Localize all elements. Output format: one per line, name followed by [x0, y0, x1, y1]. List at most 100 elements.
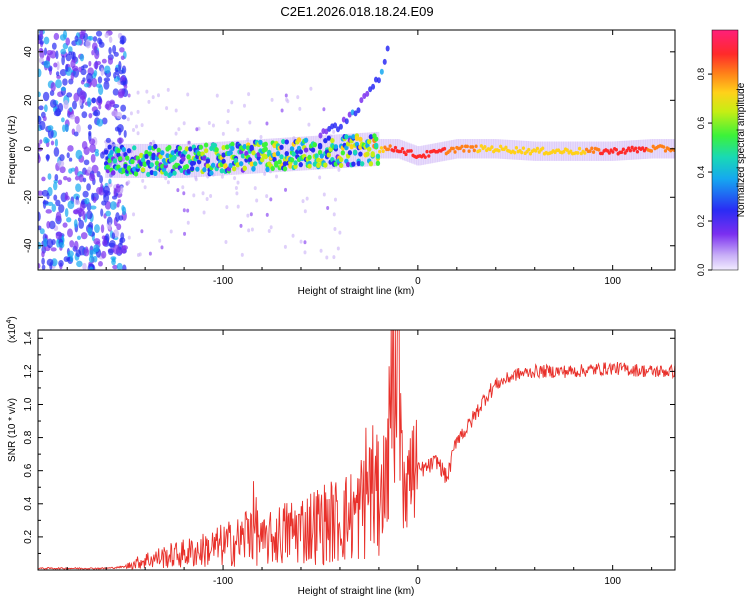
spectrogram-noise-cell	[91, 49, 95, 56]
spectrogram-noise-cell	[236, 180, 240, 185]
spectrogram-noise-cell	[269, 197, 273, 202]
spectrogram-track-cell	[242, 143, 247, 150]
spectrogram-noise-cell	[221, 131, 225, 136]
spectrogram-noise-cell	[121, 245, 127, 254]
spectrogram-track-cell	[107, 144, 112, 150]
spectrogram-noise-cell	[58, 260, 64, 267]
spectrogram-track-cell	[504, 145, 508, 150]
spectrogram-noise-cell	[296, 95, 300, 100]
spectrogram-halo-cell	[313, 135, 317, 170]
spectrogram-noise-cell	[115, 212, 120, 222]
spectrogram-noise-cell	[82, 190, 89, 198]
spectrogram-halo-cell	[659, 139, 663, 159]
spectrogram-noise-cell	[62, 222, 68, 228]
spectrogram-noise-cell	[76, 235, 82, 241]
spectrogram-noise-cell	[96, 118, 104, 127]
spectrogram-track-cell	[265, 166, 270, 173]
spectrogram-halo-cell	[331, 134, 335, 169]
spectrogram-track-cell	[663, 149, 668, 153]
spectrogram-noise-cell	[83, 146, 90, 156]
spectrogram-track-cell	[230, 145, 235, 152]
spectrogram-noise-cell	[53, 62, 58, 68]
spectrogram-noise-cell	[98, 104, 102, 110]
spectrogram-track-cell	[316, 157, 321, 163]
spectrogram-track-cell	[467, 149, 471, 153]
spectrogram-noise-cell	[120, 104, 127, 112]
spectrogram-noise-cell	[111, 110, 118, 117]
spectrogram-noise-cell	[78, 174, 84, 183]
spectrogram-noise-cell	[87, 97, 92, 108]
spectrogram-halo-cell	[635, 140, 639, 160]
spectrogram-noise-cell	[89, 138, 96, 145]
spectrogram-track-cell	[140, 167, 146, 173]
spectrogram-track-cell	[330, 137, 335, 144]
spectrogram-track-cell	[588, 149, 592, 153]
spectrogram-track-cell	[630, 145, 634, 150]
spectrogram-noise-cell	[111, 195, 118, 200]
spectrogram-halo-cell	[210, 142, 214, 177]
spectrogram-track-cell	[196, 159, 202, 165]
spectrogram-noise-cell	[111, 232, 116, 240]
spectrogram-noise-cell	[109, 101, 116, 108]
spectrogram-track-cell	[352, 149, 358, 155]
spectrogram-noise-cell	[240, 252, 244, 257]
spectrogram-track-cell	[307, 163, 312, 169]
spectrogram-track-cell	[521, 146, 526, 150]
spectrogram-branch-cell	[338, 123, 343, 130]
spectrogram-halo-cell	[355, 133, 359, 168]
spectrogram-track-cell	[296, 137, 302, 143]
spectrogram-noise-cell	[51, 42, 57, 50]
spectrogram-noise-cell	[53, 194, 58, 201]
snr-y-axis-label: SNR (10 * v/v)	[7, 398, 18, 462]
spectrogram-halo-cell	[474, 139, 478, 159]
spectrogram-branch-cell	[368, 86, 373, 93]
spectrogram-noise-cell	[215, 93, 219, 98]
spectrogram-track-cell	[373, 136, 379, 142]
spectrogram-noise-cell	[88, 60, 92, 67]
spectrogram-track-cell	[479, 144, 483, 148]
spectrogram-track-cell	[195, 166, 200, 172]
spectrogram-noise-cell	[78, 97, 83, 107]
spectrogram-track-cell	[240, 153, 246, 159]
spectrogram-noise-cell	[118, 127, 122, 136]
spectrogram-noise-cell	[108, 36, 113, 44]
spectrogram-noise-cell	[73, 92, 80, 102]
spectrogram-track-cell	[133, 171, 139, 177]
spectrogram-track-cell	[282, 161, 288, 167]
spectrogram-noise-cell	[239, 223, 243, 228]
spectrogram-noise-cell	[47, 201, 54, 207]
spectrogram-halo-cell	[427, 144, 431, 164]
spectrogram-noise-cell	[68, 157, 73, 162]
spectrogram-track-cell	[577, 146, 582, 151]
spectrogram-noise-cell	[38, 47, 44, 53]
spectrogram-noise-cell	[259, 135, 263, 140]
spectrogram-noise-cell	[70, 51, 75, 60]
spectrogram-track-cell	[349, 144, 354, 150]
spectrogram-track-cell	[662, 145, 666, 149]
spectrogram-halo-cell	[315, 135, 319, 170]
spectrogram-halo-cell	[521, 140, 525, 161]
spectrogram-track-cell	[121, 168, 126, 174]
spectrogram-noise-cell	[116, 223, 122, 231]
spectrogram-track-cell	[409, 149, 413, 153]
spectrogram-noise-cell	[120, 80, 127, 86]
spectrogram-track-cell	[105, 168, 111, 174]
spectrogram-noise-cell	[94, 224, 100, 234]
spectrogram-track-cell	[607, 151, 611, 155]
spectrogram-noise-cell	[119, 47, 125, 53]
colorbar-tick-label: 0.6	[696, 117, 706, 130]
snr-y-tick-label: 0.8	[23, 430, 34, 444]
spectrogram-track-cell	[375, 160, 381, 166]
spectrogram-track-cell	[370, 151, 375, 157]
spectrogram-noise-cell	[103, 193, 110, 203]
spectrogram-noise-cell	[103, 80, 110, 90]
spectrogram-noise-cell	[127, 235, 131, 240]
spectrogram-noise-cell	[102, 239, 108, 247]
spectrogram-noise-cell	[108, 222, 112, 231]
spectrogram-track-cell	[520, 150, 524, 155]
spectrogram-track-cell	[527, 147, 531, 152]
spectrogram-halo-cell	[649, 139, 653, 159]
spectrogram-halo-cell	[123, 143, 127, 178]
spectrogram-track-cell	[238, 161, 244, 167]
spectrogram-noise-cell	[267, 228, 271, 233]
